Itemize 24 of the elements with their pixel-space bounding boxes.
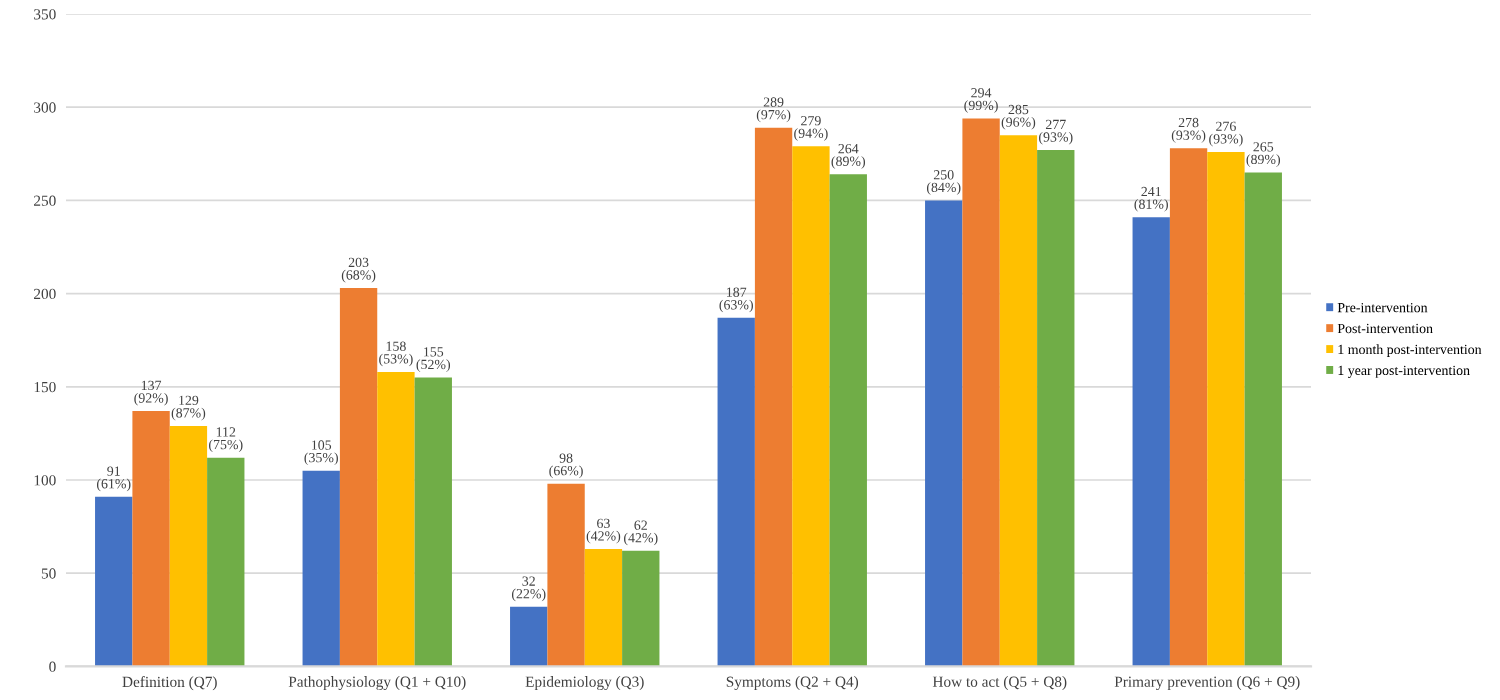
bar [95,496,133,667]
bar [1207,151,1245,667]
bar [717,317,755,667]
bar [584,548,623,667]
bar [962,118,1000,667]
bar [207,457,245,667]
bar [792,146,830,667]
bar [999,135,1038,667]
bar [754,127,793,667]
bar [1244,172,1282,667]
bar [510,606,548,667]
bar [829,174,867,667]
bar [414,377,452,667]
bar [1132,217,1170,667]
bar [547,483,585,667]
bar [169,425,208,667]
bar [1169,148,1208,667]
bar [132,411,170,667]
bar [925,200,963,667]
bar [1037,150,1075,667]
bar [377,371,415,667]
bar [339,288,378,667]
bar [622,550,660,667]
bar [302,470,340,667]
